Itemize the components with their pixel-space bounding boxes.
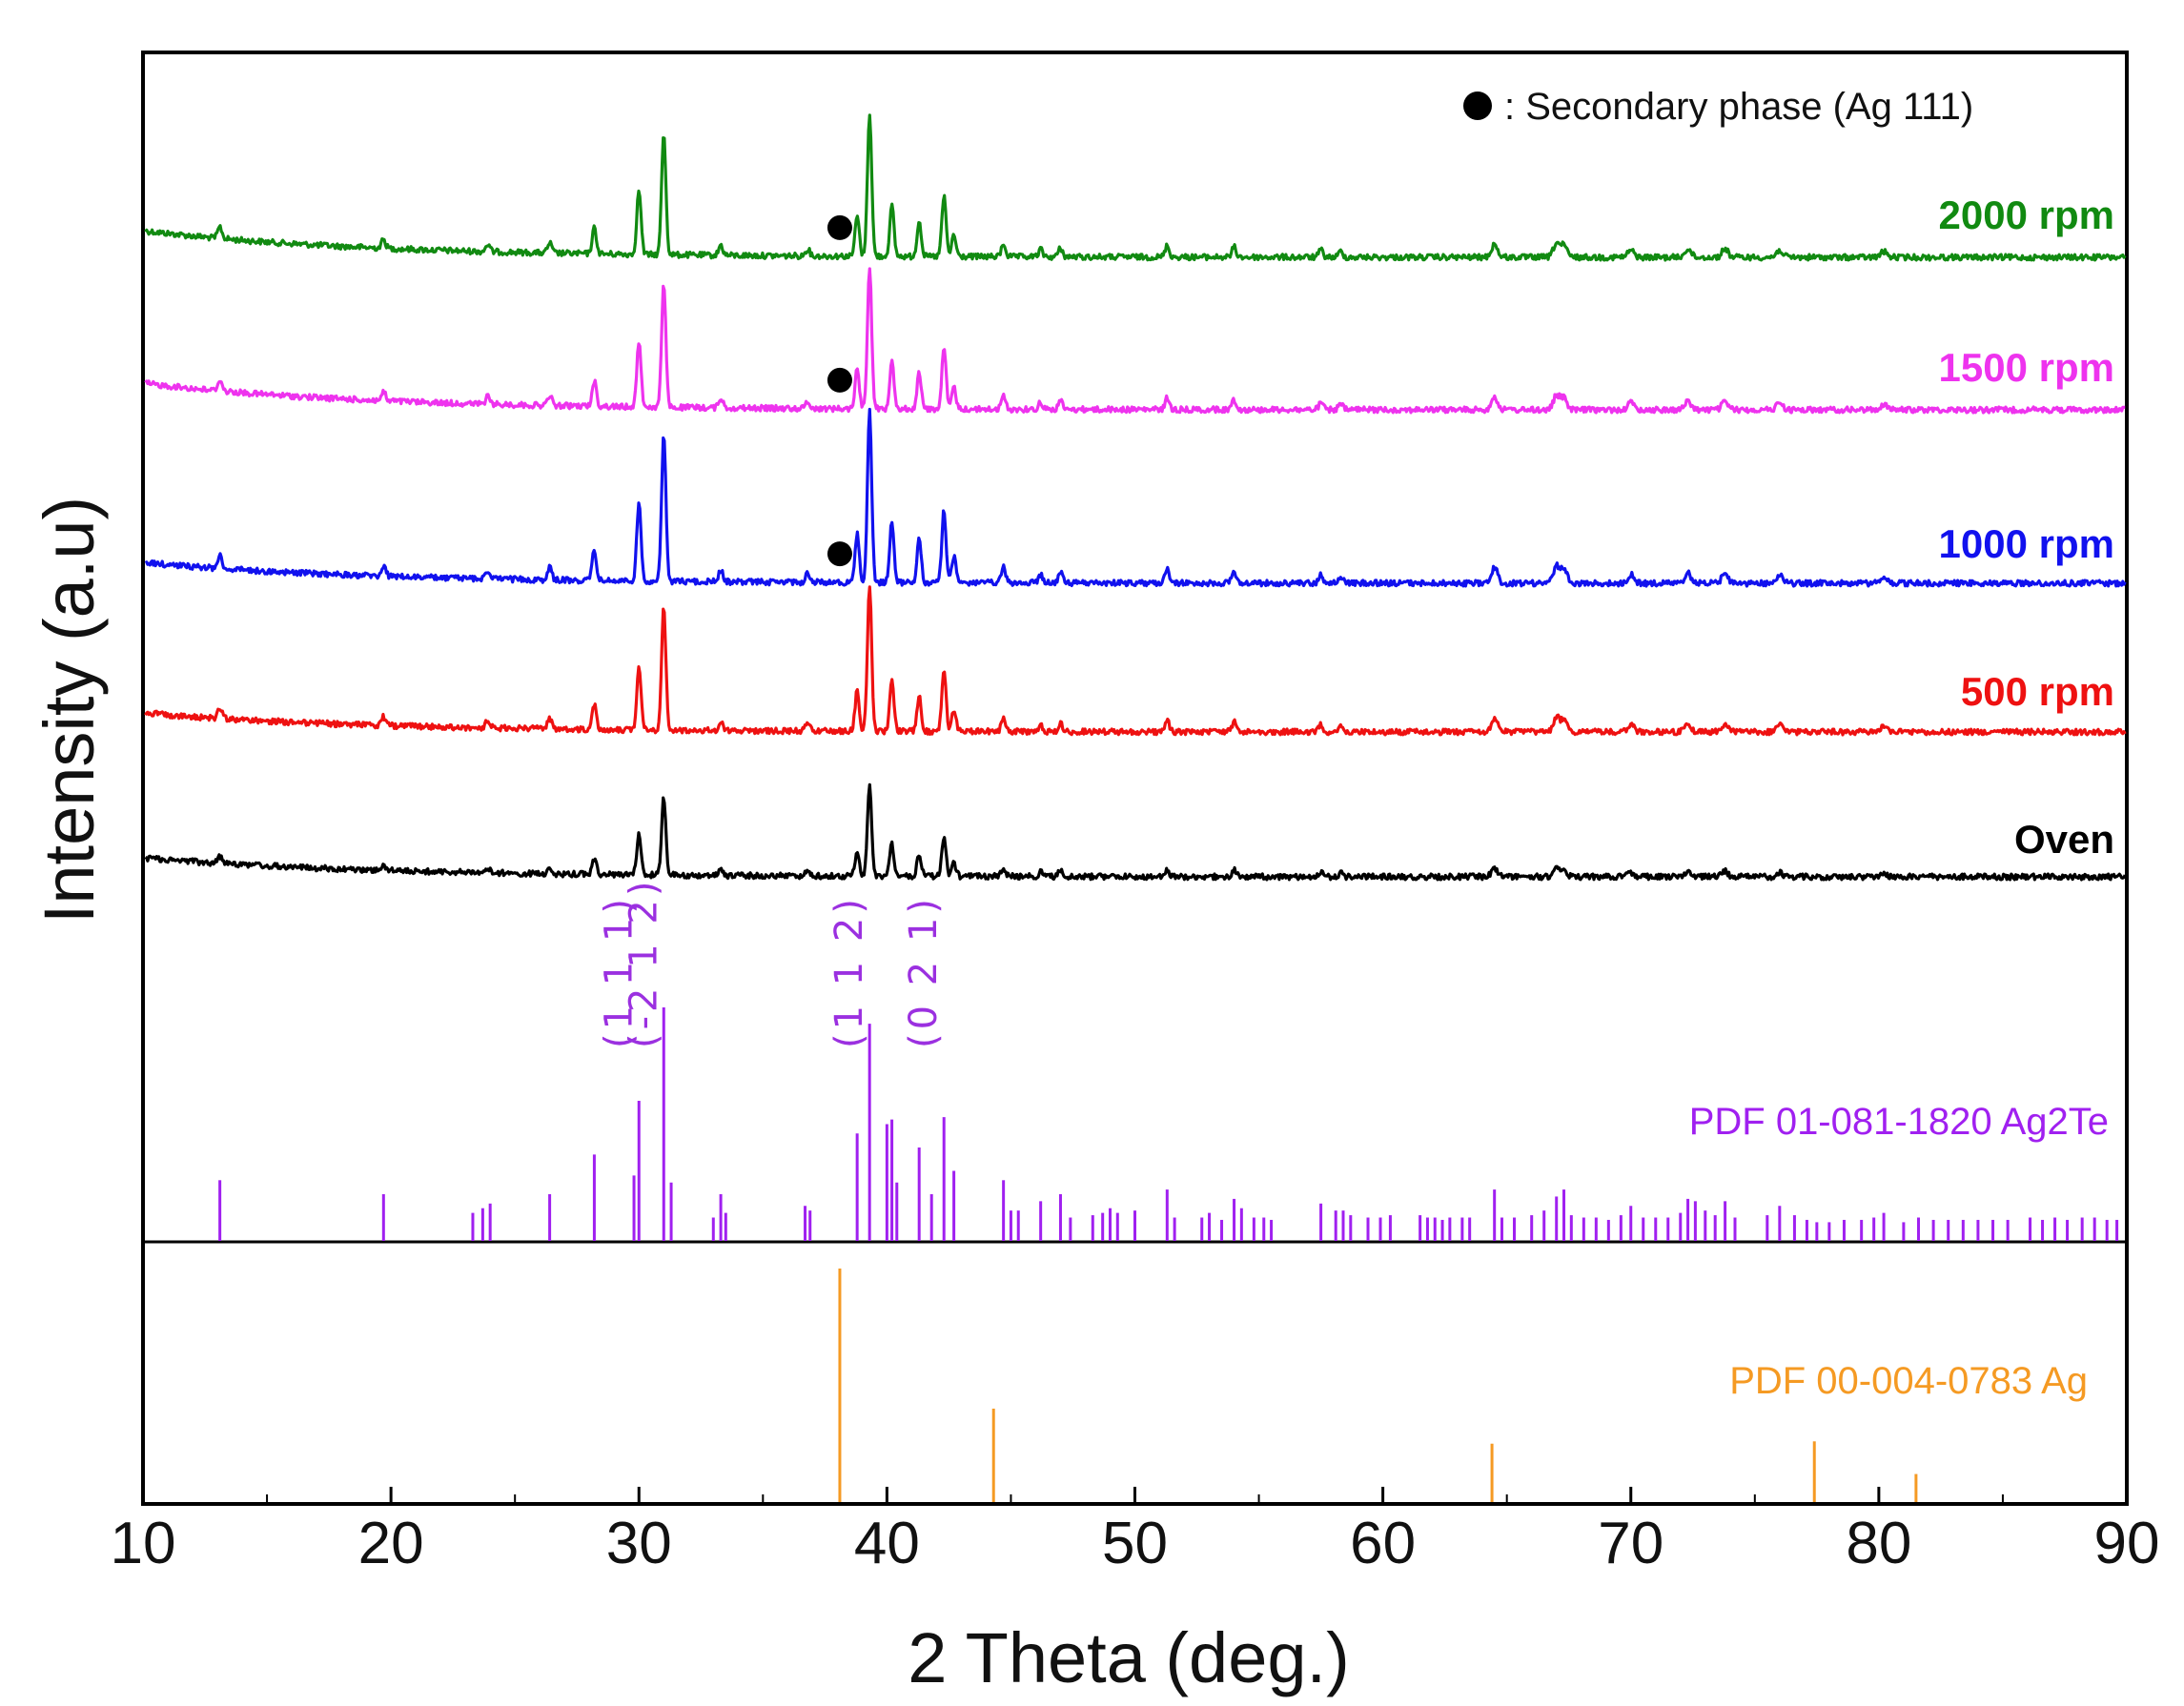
series-label: 2000 rpm [1939,193,2114,237]
plot-border [141,51,2129,1506]
xrd-patterns: 2000 rpm 1500 rpm 1000 rpm 500 rpm Oven [144,113,2127,882]
reference-patterns: PDF 01-081-1820 Ag2Te (1 1 1)(-2 1 2) (1 1… [218,878,2119,1502]
series-label: 1000 rpm [1939,521,2114,566]
legend: : Secondary phase (Ag 111) [1463,86,1973,128]
series-line [144,782,2127,882]
axes: 10 20 30 40 50 60 70 80 90 [111,1487,2160,1576]
x-tick-label: 60 [1350,1511,1416,1576]
series-1500-rpm: 1500 rpm [144,267,2126,415]
series-line [144,113,2127,262]
series-1000-rpm: 1000 rpm [144,407,2127,588]
series-line [144,585,2127,737]
secondary-phase-marker [827,541,852,567]
secondary-phase-legend-marker [1463,91,1492,120]
x-axis-title: 2 Theta (deg.) [908,1618,1349,1697]
ag-reference: PDF 00-004-0783 Ag [838,1269,2088,1502]
legend-text: : Secondary phase (Ag 111) [1504,86,1973,128]
ag-reference-label: PDF 00-004-0783 Ag [1729,1360,2088,1402]
ag2te-reference-label: PDF 01-081-1820 Ag2Te [1689,1101,2109,1143]
y-axis-title: Intensity (a.u) [30,497,109,924]
secondary-phase-marker [827,367,852,393]
miller-index-label: (0 2 1) [902,895,946,1048]
miller-index-label: (1 1 2) [827,895,871,1048]
x-tick-label: 30 [606,1511,672,1576]
plot-frame [141,51,2129,1506]
series-line [144,407,2127,588]
series-label: 500 rpm [1961,669,2114,714]
x-tick-label: 10 [111,1511,176,1576]
series-label: Oven [2014,817,2114,862]
x-tick-label: 50 [1102,1511,1168,1576]
secondary-phase-marker [827,214,852,240]
miller-index-label: (-2 1 2) [622,878,665,1048]
series-500-rpm: 500 rpm [144,585,2127,737]
x-tick-label: 90 [2094,1511,2160,1576]
ag2te-reference: PDF 01-081-1820 Ag2Te (1 1 1)(-2 1 2) (1 1… [218,878,2119,1241]
series-label: 1500 rpm [1939,345,2114,390]
x-tick-label: 20 [358,1511,424,1576]
x-tick-label: 80 [1846,1511,1911,1576]
series-oven: Oven [144,782,2127,882]
series-2000-rpm: 2000 rpm [144,113,2127,262]
x-tick-label: 70 [1598,1511,1664,1576]
miller-index-label: (1 1 1) [597,895,641,1048]
series-line [144,267,2126,415]
x-tick-label: 40 [854,1511,920,1576]
